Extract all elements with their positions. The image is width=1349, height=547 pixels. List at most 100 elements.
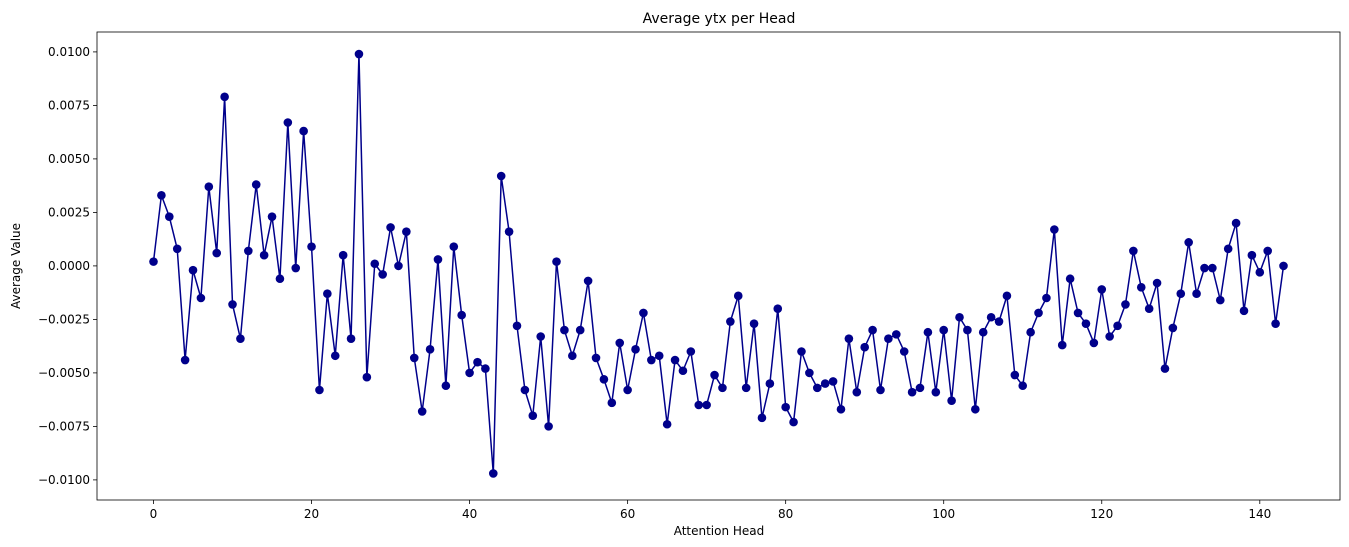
data-point [220,92,229,102]
data-point [733,291,743,301]
data-point [1200,263,1209,273]
data-point [481,364,490,373]
data-point [599,375,609,384]
data-point [457,310,466,320]
data-point [496,171,506,181]
x-tick-label: 20 [304,507,319,521]
data-point [1097,285,1107,294]
data-point [971,404,980,414]
data-point [251,180,261,189]
data-point [488,469,498,478]
x-tick-label: 80 [778,507,793,521]
y-tick-label: 0.0100 [48,45,90,59]
data-point [528,411,538,420]
data-point [781,402,790,412]
data-point [1081,319,1091,328]
data-point [196,293,206,303]
data-point [939,325,949,335]
data-point [615,338,625,348]
data-point [1152,278,1162,288]
x-tick-label: 0 [150,507,158,521]
data-point [891,330,901,339]
data-point [1263,246,1272,256]
data-point [947,396,956,406]
x-tick-label: 40 [462,507,477,521]
data-point [1160,364,1170,373]
data-point [662,419,672,429]
data-point [180,355,190,365]
data-point [907,387,917,397]
data-point [1065,274,1075,284]
data-point [1089,338,1099,348]
data-point [670,355,680,365]
data-point [876,385,885,395]
data-point [899,347,909,356]
plot-frame [96,31,1341,501]
data-point [607,398,617,408]
y-tick-label: 0.0025 [48,205,90,219]
data-point [1057,340,1067,350]
x-axis-title: Attention Head [674,524,765,538]
data-point [330,351,340,361]
data-point [1271,319,1280,328]
data-point [994,317,1004,326]
data-point [852,387,862,397]
data-point [647,355,656,365]
y-tick-label: 0.0050 [48,152,90,166]
data-point [259,250,269,260]
data-point [283,118,293,127]
x-tick-label: 60 [620,507,635,521]
data-point [346,334,356,343]
data-point [504,227,514,236]
data-point [757,413,767,423]
data-point [631,345,640,354]
data-point [552,257,561,266]
data-point [812,383,822,393]
data-point [836,404,846,414]
data-point [1208,263,1217,273]
data-point [362,372,372,382]
data-point [1018,381,1028,391]
data-point [726,317,735,326]
chart-title: Average ytx per Head [643,11,796,27]
data-point [797,347,806,356]
x-tick-label: 140 [1248,507,1271,521]
data-point [1215,295,1225,305]
data-point [686,347,696,356]
data-point [425,345,435,354]
data-point [1113,321,1122,331]
data-point [1239,306,1249,316]
data-point [172,244,182,254]
data-point [1050,225,1059,234]
data-point [473,357,482,367]
data-point [323,289,332,299]
data-point [1184,238,1193,247]
data-point [354,49,364,59]
data-point [544,422,553,431]
data-point [188,265,198,275]
data-point [1073,308,1083,318]
data-point [1231,218,1241,228]
data-point [884,334,893,343]
y-axis-title: Average Value [9,223,23,309]
data-point [639,308,648,318]
data-point [267,212,277,221]
data-point [560,325,569,335]
data-point [204,182,214,192]
data-point [1129,246,1138,256]
y-tick-label: −0.0025 [38,312,90,326]
data-point [820,379,830,388]
data-point [915,383,925,393]
series-line [152,53,1285,475]
data-point [370,259,380,269]
data-point [1034,308,1043,318]
data-point [512,321,522,331]
plot-area: 0 20 40 60 80 100 120 140 −0.0100 −0.0075 −0.0050 −… [38,31,1341,521]
data-point [307,242,316,251]
data-point [575,325,585,335]
data-point [1042,293,1051,303]
y-tick-label: −0.0050 [38,366,90,380]
data-point [212,248,222,258]
data-point [805,368,814,378]
data-point [244,246,253,256]
